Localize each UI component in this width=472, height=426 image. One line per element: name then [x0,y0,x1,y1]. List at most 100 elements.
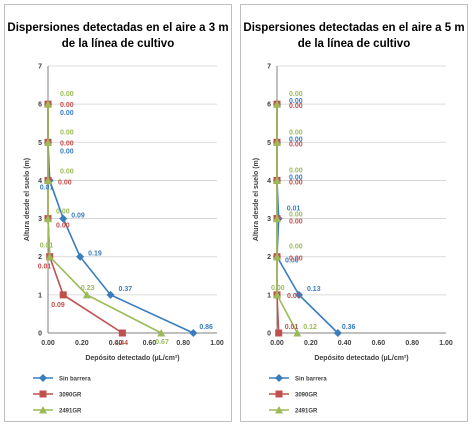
data-point [76,252,85,261]
y-tick-label: 6 [267,102,271,109]
y-tick-label: 4 [267,178,271,185]
y-axis-label: Altura desde el suelo (m) [24,158,31,241]
data-label: 0.00 [60,102,74,109]
data-label: 0.00 [289,103,303,110]
data-label: 0.00 [60,110,74,117]
y-tick-label: 4 [38,178,42,185]
data-point [273,138,281,146]
y-tick-label: 6 [38,102,42,109]
legend-label: 3090GR [59,393,82,399]
data-label: 0.00 [289,256,303,263]
y-tick-label: 0 [38,331,42,338]
data-label: 0.00 [58,179,72,186]
x-tick-label: 0.20 [75,340,89,347]
series-2 [44,100,166,337]
chart-3m: Dispersiones detectadas en el aire a 3 m… [7,22,228,415]
data-point [189,329,198,337]
legend-marker [39,390,47,398]
chart-panel-5m: Dispersiones detectadas en el aire a 5 m… [240,4,468,422]
legend-label: 2491GR [295,409,318,415]
chart-title-line: de la línea de cultivo [62,38,174,50]
y-tick-label: 1 [38,292,42,299]
data-label: 0.00 [285,258,299,265]
data-label: 0.00 [56,223,70,230]
data-label: 0.01 [38,264,52,271]
data-point [273,252,281,261]
y-tick-label: 2 [267,254,271,261]
legend-marker [39,406,47,414]
x-tick-label: 1.00 [210,340,224,347]
data-label: 0.23 [81,285,95,292]
data-label: 0.01 [40,184,54,191]
data-label: 0.00 [289,98,303,105]
y-tick-label: 0 [267,331,271,338]
data-point [273,176,281,184]
legend-marker [39,374,47,382]
data-point [59,214,68,223]
chart-title-line: de la línea de cultivo [298,38,410,50]
data-label: 0.09 [71,213,85,220]
x-tick-label: 0.60 [372,340,386,347]
series-2 [273,100,302,337]
data-label: 0.00 [60,168,74,175]
y-tick-label: 5 [267,140,271,147]
data-point [82,290,91,299]
data-label: 0.67 [155,339,169,346]
data-label: 0.00 [289,136,303,143]
chart-title-line: Dispersiones detectadas en el aire a 3 m [7,22,228,34]
data-label: 0.01 [40,243,54,250]
data-point [59,291,67,299]
data-point [44,214,52,223]
y-tick-label: 1 [267,292,271,299]
x-tick-label: 0.60 [143,340,157,347]
data-point [294,290,303,299]
x-tick-label: 0.00 [41,340,55,347]
x-tick-label: 0.00 [270,340,284,347]
data-label: 0.00 [289,141,303,148]
data-point [273,290,281,299]
y-tick-label: 7 [267,64,271,71]
data-point [44,138,52,146]
data-label: 0.00 [60,91,74,98]
chart-5m: Dispersiones detectadas en el aire a 5 m… [243,22,464,415]
data-point [118,329,126,337]
x-axis-label: Depósito detectado (µL/cm²) [85,355,179,362]
data-label: 0.01 [285,324,299,331]
data-point [45,252,54,261]
chart-title-line: Dispersiones detectadas en el aire a 5 m [243,22,464,34]
legend-marker [275,390,283,398]
data-label: 0.19 [88,251,102,258]
data-label: 0.00 [289,91,303,98]
data-label: 0.44 [114,340,128,347]
x-axis-label: Depósito detectado (µL/cm²) [314,355,408,362]
data-label: 0.37 [119,286,133,293]
y-tick-label: 3 [38,216,42,223]
data-label: 0.00 [289,219,303,226]
data-label: 0.00 [289,167,303,174]
x-tick-label: 0.20 [304,340,318,347]
data-point [106,290,115,299]
chart-panel-3m: Dispersiones detectadas en el aire a 3 m… [4,4,232,422]
data-point [44,100,52,108]
x-tick-label: 0.40 [338,340,352,347]
data-label: 0.00 [60,148,74,155]
data-point [333,329,342,337]
x-tick-label: 0.80 [176,340,190,347]
data-point [157,329,166,337]
data-label: 0.00 [287,293,301,300]
data-label: 0.13 [307,286,321,293]
legend-label: 3090GR [295,393,318,399]
data-label: 0.00 [289,212,303,219]
legend-marker [275,406,283,414]
x-tick-label: 0.40 [109,340,123,347]
data-label: 0.01 [287,206,301,213]
y-tick-label: 5 [38,140,42,147]
data-label: 0.09 [51,302,65,309]
data-label: 0.86 [199,324,213,331]
data-label: 0.36 [342,324,356,331]
data-label: 0.00 [289,174,303,181]
legend-label: Sin barrera [295,377,327,383]
data-label: 0.00 [289,129,303,136]
y-tick-label: 3 [267,216,271,223]
y-tick-label: 7 [38,64,42,71]
